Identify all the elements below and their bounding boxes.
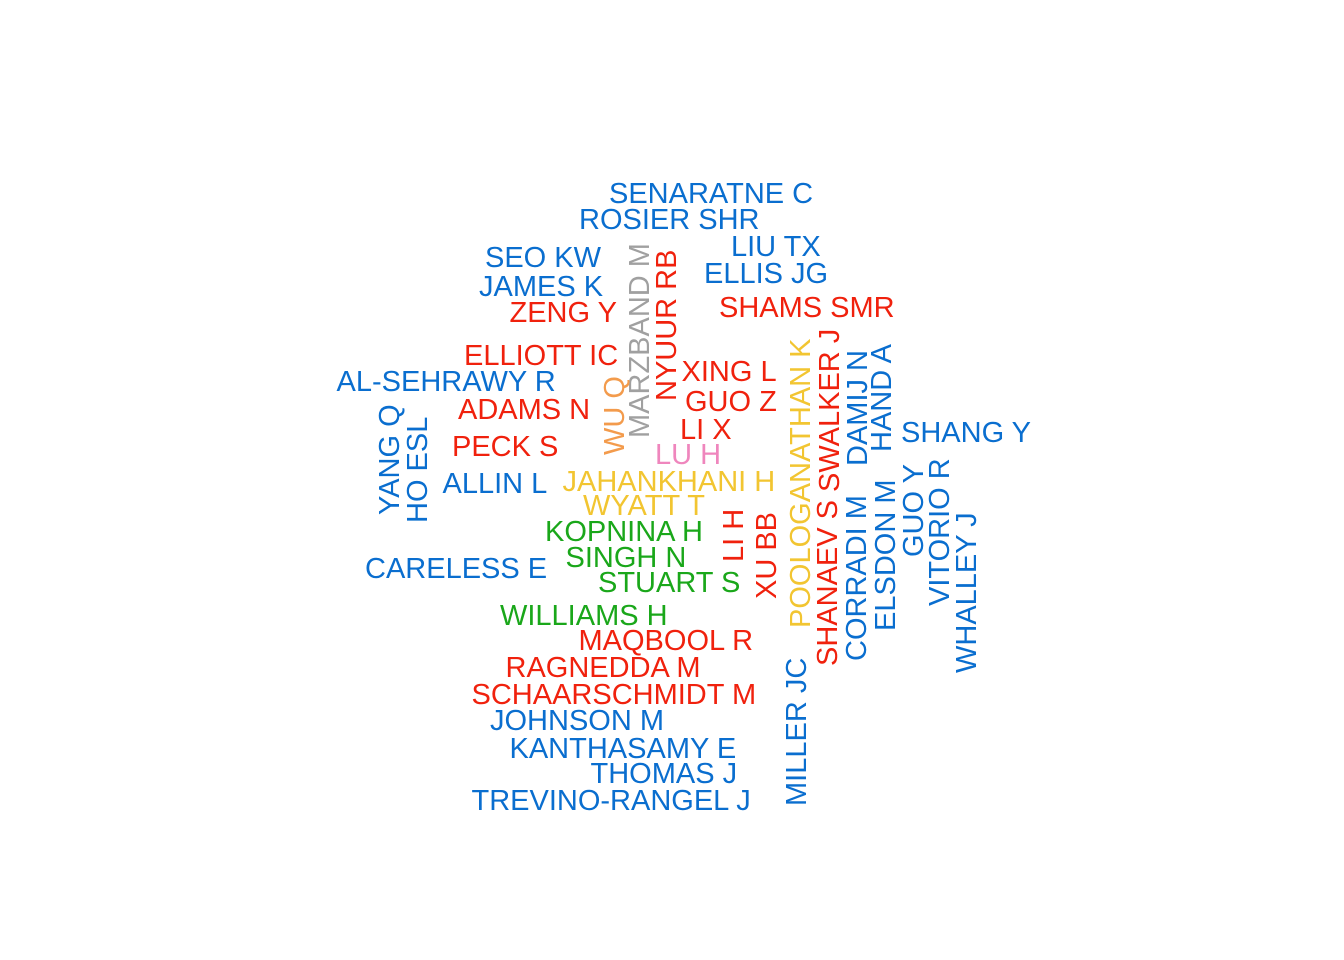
cloud-word: WHALLEY J: [950, 511, 983, 673]
cloud-word: JAMES K: [479, 270, 604, 303]
cloud-word: ALLIN L: [442, 467, 548, 500]
cloud-word: TREVINO-RANGEL J: [471, 784, 751, 817]
cloud-word: AL-SEHRAWY R: [336, 365, 556, 398]
cloud-word: YANG Q: [373, 403, 406, 515]
cloud-word: SCHAARSCHMIDT M: [471, 678, 757, 711]
cloud-word: CORRADI M: [840, 495, 873, 661]
cloud-word: HAND A: [865, 344, 898, 452]
cloud-word: LI H: [717, 508, 750, 562]
cloud-word: RAGNEDDA M: [505, 651, 701, 684]
cloud-word: ELSDON M: [869, 479, 902, 631]
cloud-word: KANTHASAMY E: [509, 732, 737, 765]
cloud-word: ELLIOTT IC: [464, 339, 619, 372]
cloud-word: LIU TX: [731, 230, 821, 263]
cloud-word: SHANG Y: [901, 416, 1032, 449]
cloud-word: JAHANKHANI H: [562, 465, 776, 498]
cloud-word: XU BB: [750, 511, 783, 599]
cloud-word: HO ESL: [401, 416, 434, 523]
cloud-word: KOPNINA H: [545, 515, 703, 548]
cloud-word: WYATT T: [583, 489, 705, 522]
cloud-word: ELLIS JG: [704, 257, 829, 290]
cloud-word: JOHNSON M: [490, 704, 664, 737]
cloud-word: SEO KW: [485, 241, 602, 274]
cloud-word: GUO Z: [685, 385, 777, 418]
cloud-word: LI X: [680, 413, 732, 446]
cloud-word: STUART S: [598, 566, 741, 599]
cloud-word: LU H: [655, 438, 722, 471]
cloud-word: CARELESS E: [365, 552, 548, 585]
cloud-word: WU Q: [598, 375, 631, 455]
cloud-word: MILLER JC: [780, 657, 813, 806]
cloud-word: SINGH N: [565, 541, 687, 574]
cloud-word: PECK S: [452, 430, 559, 463]
cloud-word: ROSIER SHR: [579, 203, 760, 236]
cloud-word: SHAMS SMR: [719, 291, 895, 324]
cloud-word: ADAMS N: [458, 393, 591, 426]
cloud-word: SHANAEV S: [811, 500, 844, 666]
cloud-word: WILLIAMS H: [500, 599, 668, 632]
cloud-word: SWALKER J: [813, 328, 846, 492]
cloud-word: ZENG Y: [509, 296, 617, 329]
cloud-word: SENARATNE C: [609, 177, 814, 210]
cloud-word: XING L: [681, 355, 777, 388]
cloud-word: THOMAS J: [590, 757, 738, 790]
cloud-word: MAQBOOL R: [578, 624, 754, 657]
cloud-word: NYUUR RB: [650, 249, 683, 401]
